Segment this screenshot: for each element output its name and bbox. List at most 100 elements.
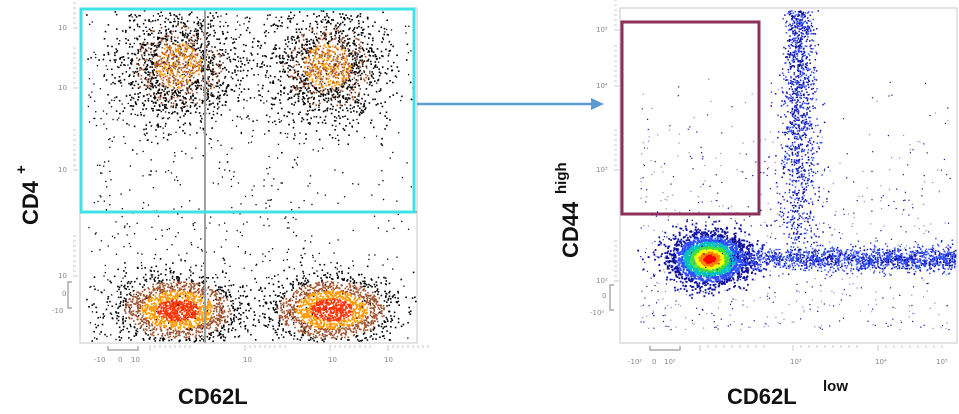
scatter-point [155,305,157,308]
scatter-point [354,31,356,34]
scatter-point [342,55,345,58]
scatter-point [175,332,177,335]
scatter-point [201,326,204,329]
scatter-point [349,107,352,110]
scatter-point [366,16,369,19]
scatter-point [201,79,203,82]
scatter-point [345,316,348,319]
scatter-point [160,321,162,324]
scatter-point [154,96,157,99]
scatter-point [153,270,155,272]
scatter-point [286,55,289,57]
scatter-point [392,94,395,96]
scatter-point [237,79,239,82]
scatter-point [200,298,203,300]
scatter-point [336,74,339,76]
scatter-point [184,260,186,262]
scatter-point [167,46,170,49]
scatter-point [332,105,334,108]
scatter-point [202,315,204,317]
scatter-point [333,28,335,30]
scatter-point [218,95,221,97]
scatter-point [197,20,200,23]
scatter-point [341,77,343,79]
scatter-point [339,24,341,26]
scatter-point [340,73,343,75]
scatter-point [198,276,201,279]
scatter-point [190,46,193,48]
scatter-point [242,295,245,297]
scatter-point [153,318,156,321]
scatter-point [167,336,170,339]
scatter-point [343,59,346,62]
scatter-point [227,331,230,333]
scatter-point [143,103,145,106]
scatter-point [177,83,180,86]
scatter-point [190,294,192,296]
scatter-point [172,49,174,52]
scatter-point [322,32,324,35]
scatter-point [357,34,359,36]
scatter-point [207,27,209,29]
scatter-point [110,68,113,71]
scatter-point [344,115,346,118]
scatter-point [120,64,122,67]
scatter-point [180,281,182,283]
scatter-point [189,54,192,56]
scatter-point [346,17,349,19]
scatter-point [219,84,222,86]
scatter-point [302,85,305,88]
scatter-point [191,40,194,42]
scatter-point [215,72,218,75]
scatter-point [358,49,360,52]
scatter-point [176,315,179,318]
scatter-point [319,116,322,119]
scatter-point [165,301,167,304]
scatter-point [286,74,289,77]
scatter-point [168,62,170,64]
scatter-point [211,292,213,295]
scatter-point [217,319,219,322]
scatter-point [122,315,124,318]
scatter-point [354,73,357,76]
scatter-point [148,298,150,301]
scatter-point [183,84,185,87]
scatter-point [171,323,173,325]
scatter-point [332,59,334,61]
scatter-point [190,287,193,289]
scatter-point [184,132,186,135]
scatter-point [344,40,346,42]
scatter-point [224,321,227,324]
scatter-point [230,322,233,325]
scatter-point [166,329,168,331]
scatter-point [300,120,303,123]
scatter-point [389,96,391,98]
scatter-point [310,84,313,86]
scatter-point [170,331,173,334]
scatter-point [232,327,234,329]
scatter-point [115,59,117,61]
scatter-point [185,93,188,95]
scatter-point [209,295,212,297]
scatter-point [192,92,194,95]
scatter-point [201,102,204,104]
scatter-point [169,52,172,54]
scatter-point [272,48,275,50]
scatter-point [117,319,120,322]
scatter-point [237,335,240,338]
scatter-point [245,44,247,47]
scatter-point [211,306,213,309]
scatter-point [216,289,218,291]
scatter-point [389,49,391,52]
scatter-point [363,78,365,81]
scatter-point [160,319,163,322]
scatter-point [209,12,212,14]
scatter-point [239,83,241,86]
scatter-point [171,65,173,67]
scatter-point [326,13,328,15]
scatter-point [291,51,293,53]
scatter-point [201,288,204,291]
scatter-point [218,332,221,334]
scatter-point [354,51,356,53]
scatter-point [266,70,268,72]
